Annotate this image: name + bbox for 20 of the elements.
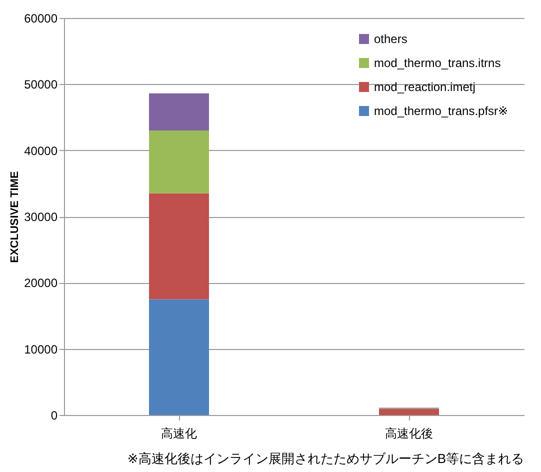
bar bbox=[149, 299, 209, 415]
legend-label: mod_reaction.imetj bbox=[374, 80, 476, 94]
legend-label: mod_thermo_trans.pfsr※ bbox=[374, 104, 508, 118]
legend-label: mod_thermo_trans.itrns bbox=[374, 56, 501, 70]
y-tick-label: 60000 bbox=[24, 12, 58, 26]
y-tick-label: 50000 bbox=[24, 78, 58, 92]
y-tick-label: 10000 bbox=[24, 342, 58, 356]
y-tick-label: 30000 bbox=[24, 210, 58, 224]
y-tick-label: 0 bbox=[50, 408, 58, 422]
bar bbox=[149, 93, 209, 130]
bar bbox=[149, 193, 209, 300]
y-tick-label: 20000 bbox=[24, 276, 58, 290]
bar bbox=[149, 130, 209, 194]
bar bbox=[379, 409, 439, 415]
x-tick-label: 高速化 bbox=[161, 426, 197, 440]
y-axis-title: EXCLUSIVE TIME bbox=[9, 171, 22, 263]
y-tick-label: 40000 bbox=[24, 144, 58, 158]
text: ※高速化後はインライン展開されたためサブルーチンB等に含まれる bbox=[127, 451, 524, 466]
x-tick-label: 高速化後 bbox=[385, 426, 433, 440]
legend-label: others bbox=[374, 32, 408, 46]
